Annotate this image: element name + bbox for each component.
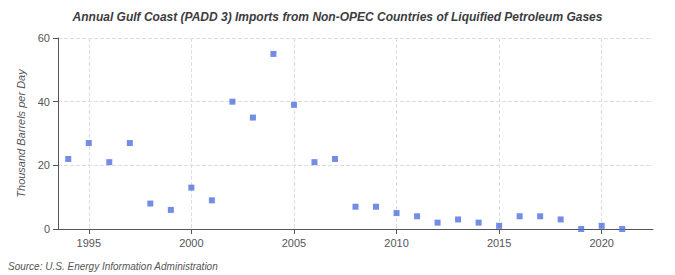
svg-text:2005: 2005 (282, 237, 306, 249)
svg-text:Annual Gulf Coast (PADD 3) Imp: Annual Gulf Coast (PADD 3) Imports from … (72, 10, 603, 24)
svg-text:1995: 1995 (77, 237, 101, 249)
svg-text:2000: 2000 (179, 237, 203, 249)
svg-text:2015: 2015 (487, 237, 511, 249)
svg-text:40: 40 (38, 96, 50, 108)
svg-text:60: 60 (38, 32, 50, 44)
svg-text:Thousand Barrels per Day: Thousand Barrels per Day (15, 68, 27, 198)
svg-text:0: 0 (44, 223, 50, 235)
svg-text:20: 20 (38, 159, 50, 171)
svg-text:2020: 2020 (589, 237, 613, 249)
svg-text:Source: U.S. Energy Informatio: Source: U.S. Energy Information Administ… (8, 261, 218, 272)
svg-text:2010: 2010 (384, 237, 408, 249)
